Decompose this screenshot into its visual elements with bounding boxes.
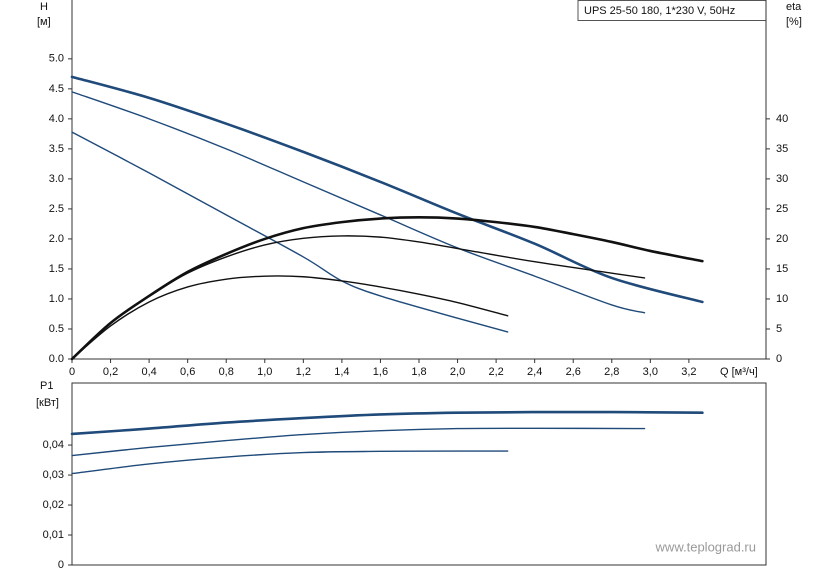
x-tick-label: 0 — [69, 366, 75, 378]
x-tick-label: 0,8 — [219, 366, 234, 378]
y-axis-label: P1 — [40, 380, 53, 392]
y2-axis-unit: [%] — [786, 16, 802, 28]
x-tick-label: 1,6 — [373, 366, 388, 378]
y2-tick-label: 0 — [776, 353, 782, 365]
chart-title: UPS 25-50 180, 1*230 V, 50Hz — [584, 5, 735, 17]
y-tick-label: 5.0 — [49, 53, 64, 65]
y2-axis-label: eta — [786, 1, 802, 13]
x-tick-label: 2,6 — [566, 366, 581, 378]
x-tick-label: 2,2 — [488, 366, 503, 378]
curve — [71, 235, 646, 360]
y-axis-unit: [м] — [37, 16, 51, 28]
y2-tick-label: 10 — [776, 293, 788, 305]
y-tick-label: 0 — [58, 559, 64, 571]
curve — [71, 91, 646, 314]
y2-tick-label: 30 — [776, 173, 788, 185]
curve — [70, 75, 704, 304]
y-tick-label: 2.5 — [49, 203, 64, 215]
x-tick-label: 1,2 — [296, 366, 311, 378]
x-tick-label: 0,2 — [103, 366, 118, 378]
x-tick-label: 2,0 — [450, 366, 465, 378]
curve — [71, 131, 509, 333]
y-tick-label: 4.5 — [49, 83, 64, 95]
y2-tick-label: 20 — [776, 233, 788, 245]
y-tick-label: 3.5 — [49, 143, 64, 155]
y-tick-label: 0.0 — [49, 353, 64, 365]
y-tick-label: 0,01 — [43, 529, 64, 541]
x-tick-label: 2,4 — [527, 366, 542, 378]
y-axis-unit: [кВт] — [36, 397, 59, 409]
x-tick-label: 0,4 — [141, 366, 156, 378]
y2-tick-label: 35 — [776, 143, 788, 155]
y-tick-label: 0,02 — [43, 499, 64, 511]
y2-tick-label: 25 — [776, 203, 788, 215]
y-tick-label: 4.0 — [49, 113, 64, 125]
curve — [70, 410, 704, 436]
y2-tick-label: 40 — [776, 113, 788, 125]
y-tick-label: 1.5 — [49, 263, 64, 275]
y-tick-label: 0.5 — [49, 323, 64, 335]
x-tick-label: 1,4 — [334, 366, 349, 378]
x-axis-label: Q [м³/ч] — [720, 366, 758, 378]
x-tick-label: 1,0 — [257, 366, 272, 378]
y-tick-label: 1.0 — [49, 293, 64, 305]
curve — [71, 275, 509, 360]
y-axis-label: H — [40, 1, 48, 13]
x-tick-label: 3,2 — [681, 366, 696, 378]
y-tick-label: 2.0 — [49, 233, 64, 245]
y-tick-label: 0,04 — [43, 439, 64, 451]
y2-tick-label: 5 — [776, 323, 782, 335]
y-tick-label: 0,03 — [43, 469, 64, 481]
y-tick-label: 3.0 — [49, 173, 64, 185]
x-tick-label: 1,8 — [411, 366, 426, 378]
x-tick-label: 2,8 — [604, 366, 619, 378]
x-tick-label: 0,6 — [180, 366, 195, 378]
curve — [71, 427, 646, 457]
watermark: www.teplograd.ru — [655, 539, 756, 554]
y2-tick-label: 15 — [776, 263, 788, 275]
curve — [71, 450, 509, 475]
x-tick-label: 3,0 — [643, 366, 658, 378]
power-frame — [71, 382, 767, 566]
